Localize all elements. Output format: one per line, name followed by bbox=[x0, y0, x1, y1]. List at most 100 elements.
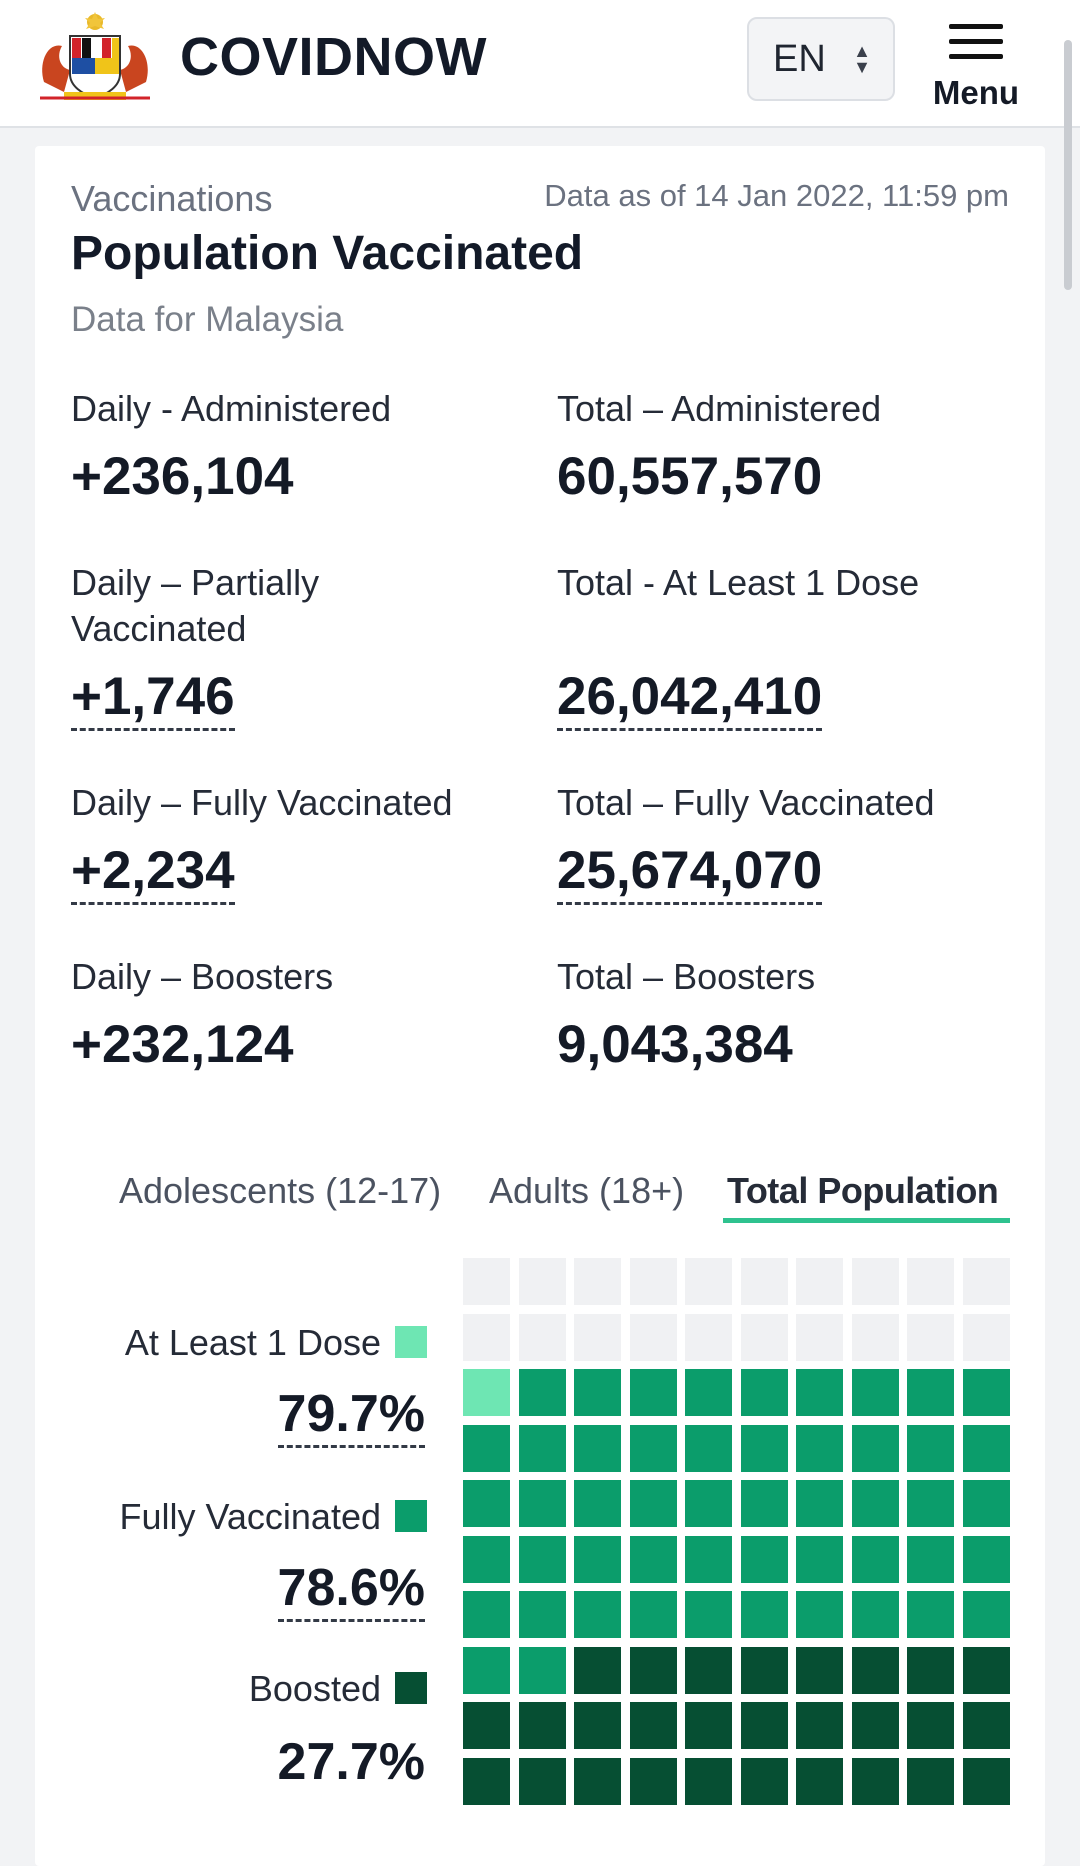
waffle-cell-boosted bbox=[629, 1757, 677, 1805]
waffle-cell-fully bbox=[962, 1424, 1010, 1472]
daily-partial-label: Daily – Partially Vaccinated bbox=[71, 560, 319, 652]
waffle-cell-boosted bbox=[629, 1702, 677, 1749]
waffle-cell-fully bbox=[463, 1424, 510, 1472]
waffle-cell-empty bbox=[962, 1313, 1010, 1361]
waffle-cell-boosted bbox=[962, 1702, 1010, 1749]
legend-fully-label: Fully Vaccinated bbox=[119, 1496, 381, 1537]
waffle-cell-fully bbox=[463, 1591, 510, 1638]
waffle-cell-boosted bbox=[463, 1702, 510, 1749]
waffle-chart bbox=[463, 1258, 1011, 1808]
legend-one-dose-label: At Least 1 Dose bbox=[124, 1322, 381, 1363]
waffle-cell-boosted bbox=[907, 1757, 954, 1805]
waffle-cell-empty bbox=[685, 1258, 732, 1305]
waffle-cell-fully bbox=[463, 1480, 510, 1527]
waffle-cell-boosted bbox=[740, 1646, 788, 1694]
app-brand-title[interactable]: COVIDNOW bbox=[180, 27, 487, 87]
top-nav-bar: COVIDNOW EN ▲ ▼ Menu bbox=[0, 0, 1080, 128]
chevron-up-down-icon: ▲ ▼ bbox=[853, 41, 871, 77]
waffle-cell-fully bbox=[574, 1535, 621, 1583]
waffle-cell-empty bbox=[907, 1258, 954, 1305]
data-timestamp: Data as of 14 Jan 2022, 11:59 pm bbox=[544, 178, 1009, 213]
waffle-cell-boosted bbox=[518, 1757, 566, 1805]
waffle-cell-fully bbox=[463, 1535, 510, 1583]
waffle-cell-empty bbox=[574, 1313, 621, 1361]
legend-fully-swatch bbox=[395, 1500, 427, 1532]
total-full-value[interactable]: 25,674,070 bbox=[557, 841, 823, 905]
waffle-cell-empty bbox=[629, 1313, 677, 1361]
malaysia-coat-of-arms-logo[interactable] bbox=[34, 12, 156, 104]
tab-adults[interactable]: Adults (18+) bbox=[489, 1170, 685, 1211]
page-scrollbar[interactable] bbox=[1064, 40, 1072, 290]
waffle-cell-boosted bbox=[851, 1702, 899, 1749]
waffle-cell-fully bbox=[907, 1424, 954, 1472]
language-selector[interactable]: EN ▲ ▼ bbox=[747, 17, 895, 101]
menu-button[interactable]: Menu bbox=[926, 20, 1026, 115]
waffle-cell-boosted bbox=[907, 1646, 954, 1694]
total-administered-label: Total – Administered bbox=[557, 388, 882, 429]
waffle-cell-fully bbox=[574, 1424, 621, 1472]
waffle-cell-fully bbox=[518, 1591, 566, 1638]
waffle-cell-fully bbox=[907, 1591, 954, 1638]
waffle-cell-empty bbox=[851, 1258, 899, 1305]
daily-boosters-label: Daily – Boosters bbox=[71, 956, 334, 997]
legend-one-dose-value[interactable]: 79.7% bbox=[277, 1385, 425, 1448]
waffle-cell-boosted bbox=[574, 1702, 621, 1749]
total-boosters-label: Total – Boosters bbox=[557, 956, 816, 997]
waffle-cell-empty bbox=[685, 1313, 732, 1361]
daily-partial-value[interactable]: +1,746 bbox=[71, 667, 235, 731]
waffle-cell-fully bbox=[962, 1369, 1010, 1416]
waffle-cell-one-dose bbox=[463, 1369, 510, 1416]
waffle-cell-fully bbox=[574, 1480, 621, 1527]
tab-total-population[interactable]: Total Population bbox=[727, 1170, 999, 1211]
waffle-cell-boosted bbox=[685, 1646, 732, 1694]
total-full-label: Total – Fully Vaccinated bbox=[557, 782, 935, 823]
legend-boosted-value: 27.7% bbox=[277, 1733, 425, 1791]
waffle-cell-empty bbox=[851, 1313, 899, 1361]
waffle-cell-empty bbox=[629, 1258, 677, 1305]
waffle-cell-boosted bbox=[796, 1757, 843, 1805]
total-one-dose-value[interactable]: 26,042,410 bbox=[557, 667, 823, 731]
daily-boosters-value: +232,124 bbox=[71, 1015, 294, 1074]
waffle-cell-boosted bbox=[574, 1757, 621, 1805]
waffle-cell-boosted bbox=[851, 1757, 899, 1805]
waffle-cell-fully bbox=[796, 1535, 843, 1583]
waffle-cell-fully bbox=[907, 1369, 954, 1416]
waffle-cell-fully bbox=[629, 1480, 677, 1527]
language-value: EN bbox=[773, 37, 826, 80]
vaccination-card: Vaccinations Data as of 14 Jan 2022, 11:… bbox=[35, 146, 1045, 1866]
waffle-cell-fully bbox=[740, 1535, 788, 1583]
waffle-cell-fully bbox=[518, 1646, 566, 1694]
hamburger-icon bbox=[949, 24, 1003, 64]
waffle-cell-fully bbox=[740, 1424, 788, 1472]
waffle-cell-empty bbox=[463, 1313, 510, 1361]
total-administered-value: 60,557,570 bbox=[557, 447, 823, 506]
tab-adolescents[interactable]: Adolescents (12-17) bbox=[119, 1170, 442, 1211]
active-tab-indicator bbox=[723, 1218, 1010, 1223]
waffle-cell-boosted bbox=[962, 1757, 1010, 1805]
waffle-cell-boosted bbox=[740, 1702, 788, 1749]
waffle-cell-boosted bbox=[796, 1702, 843, 1749]
menu-label: Menu bbox=[932, 74, 1020, 111]
waffle-cell-fully bbox=[518, 1480, 566, 1527]
waffle-cell-fully bbox=[851, 1424, 899, 1472]
waffle-cell-fully bbox=[907, 1535, 954, 1583]
waffle-cell-empty bbox=[518, 1313, 566, 1361]
waffle-cell-empty bbox=[463, 1258, 510, 1305]
daily-administered-label: Daily - Administered bbox=[71, 388, 392, 429]
waffle-cell-boosted bbox=[851, 1646, 899, 1694]
daily-full-value[interactable]: +2,234 bbox=[71, 841, 235, 905]
legend-fully-value[interactable]: 78.6% bbox=[277, 1559, 425, 1622]
legend-boosted-swatch bbox=[395, 1672, 427, 1704]
waffle-cell-empty bbox=[518, 1258, 566, 1305]
waffle-cell-fully bbox=[685, 1535, 732, 1583]
waffle-cell-fully bbox=[796, 1480, 843, 1527]
legend-one-dose-swatch bbox=[395, 1326, 427, 1358]
waffle-cell-fully bbox=[685, 1480, 732, 1527]
waffle-cell-fully bbox=[962, 1535, 1010, 1583]
waffle-cell-fully bbox=[851, 1369, 899, 1416]
daily-partial-label-line1: Daily – Partially bbox=[71, 562, 320, 603]
waffle-cell-fully bbox=[740, 1369, 788, 1416]
waffle-cell-boosted bbox=[685, 1702, 732, 1749]
waffle-cell-fully bbox=[629, 1591, 677, 1638]
waffle-cell-fully bbox=[574, 1591, 621, 1638]
